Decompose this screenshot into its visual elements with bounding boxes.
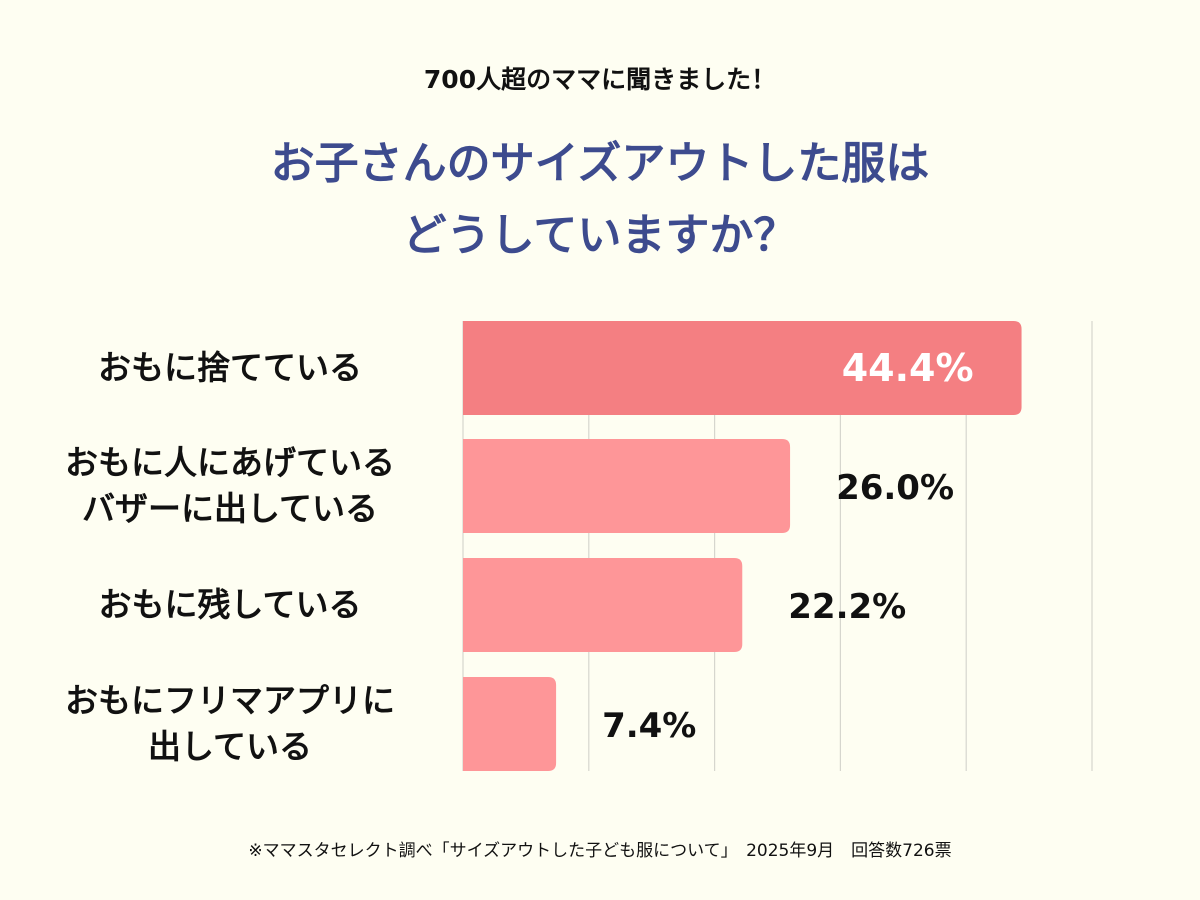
bar xyxy=(463,677,557,771)
survey-subtitle: 700人超のママに聞きました！ xyxy=(423,65,777,94)
value-label: 44.4% xyxy=(842,346,974,390)
title-line-1: お子さんのサイズアウトした服は xyxy=(270,138,930,189)
bar xyxy=(463,321,1022,415)
chart-title: お子さんのサイズアウトした服は どうしていますか？ xyxy=(0,128,1200,272)
title-line-2: どうしていますか？ xyxy=(402,210,798,261)
bar xyxy=(463,439,791,533)
value-label: 26.0% xyxy=(836,468,954,508)
footnote: ※ママスタセレクト調べ「サイズアウトした子ども服について」 2025年9月 回答… xyxy=(248,841,952,861)
category-label-1: おもに捨てている xyxy=(98,348,362,387)
category-label-3: おもに残している xyxy=(98,585,362,624)
category-label-4: おもにフリマアプリに 出している xyxy=(65,681,395,766)
category-label-2: おもに人にあげている バザーに出している xyxy=(65,443,395,528)
value-label: 22.2% xyxy=(788,587,906,627)
value-label: 7.4% xyxy=(602,706,696,746)
bar xyxy=(463,558,743,652)
